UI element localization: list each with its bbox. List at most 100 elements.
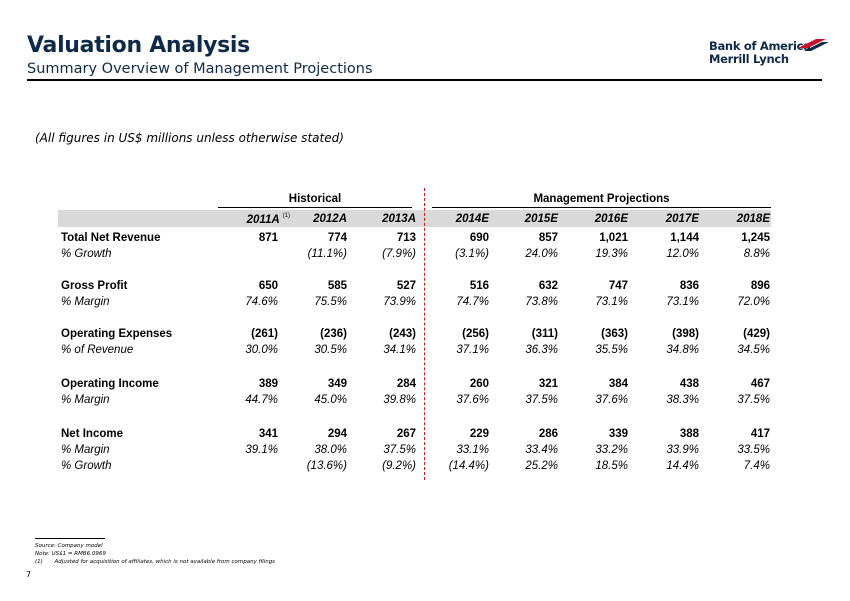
table-cell: 73.1% [595,296,628,308]
table-cell: (7.9%) [382,248,416,260]
table-cell: 35.5% [595,344,628,356]
table-cell: 774 [327,232,347,244]
table-cell: 417 [750,428,770,440]
year-header: 2018E [700,213,770,225]
row-label: Total Net Revenue [61,232,161,244]
table-cell: (363) [601,328,628,340]
table-cell: 74.6% [245,296,278,308]
table-cell: 229 [469,428,489,440]
year-header-band [58,210,771,227]
page-title: Valuation Analysis [27,33,250,58]
title-rule [27,79,822,81]
row-label: Operating Expenses [61,328,173,340]
table-cell: 12.0% [666,248,699,260]
table-cell: 836 [679,280,699,292]
table-cell: 19.3% [595,248,628,260]
table-cell: 284 [396,378,416,390]
table-cell: 73.9% [383,296,416,308]
table-cell: 1,021 [599,232,628,244]
group-historical-rule [218,207,412,208]
table-cell: 38.0% [314,444,347,456]
table-cell: 527 [396,280,416,292]
units-note: (All figures in US$ millions unless othe… [35,131,344,145]
row-label: Net Income [61,428,123,440]
table-cell: 1,144 [670,232,699,244]
table-cell: 36.3% [525,344,558,356]
table-cell: 389 [258,378,278,390]
table-cell: 690 [469,232,489,244]
table-cell: 37.1% [456,344,489,356]
year-label: 2014E [455,213,489,225]
table-cell: (3.1%) [455,248,489,260]
logo-line-2: Merrill Lynch [709,52,789,66]
table-cell: 1,245 [741,232,770,244]
source-rule [35,538,105,539]
year-label: 2017E [665,213,699,225]
footnote-marker: (1) [35,559,43,565]
group-historical: Historical [288,193,342,205]
table-cell: (398) [672,328,699,340]
year-header: 2015E [488,213,558,225]
table-cell: 73.8% [525,296,558,308]
historical-projection-divider [424,188,425,480]
table-cell: 30.5% [314,344,347,356]
logo-line-1: Bank of America [709,39,811,53]
table-cell: (429) [743,328,770,340]
table-cell: 34.5% [737,344,770,356]
table-cell: 585 [327,280,347,292]
table-cell: 321 [538,378,558,390]
year-label: 2012A [313,213,347,225]
page-number: 7 [26,570,32,579]
flagscape-icon [798,39,829,51]
table-cell: 650 [258,280,278,292]
row-label: % of Revenue [61,344,134,356]
table-cell: 33.2% [595,444,628,456]
table-cell: (9.2%) [382,460,416,472]
table-cell: 44.7% [245,394,278,406]
row-label: % Margin [61,296,110,308]
row-label: % Growth [61,460,112,472]
table-cell: 341 [258,428,278,440]
year-label: 2013A [382,213,416,225]
table-cell: 294 [327,428,347,440]
table-cell: 388 [679,428,699,440]
row-label: Gross Profit [61,280,128,292]
table-cell: 713 [396,232,416,244]
table-cell: (236) [320,328,347,340]
table-cell: 33.1% [456,444,489,456]
table-cell: 14.4% [666,460,699,472]
table-cell: (256) [462,328,489,340]
table-cell: 260 [469,378,489,390]
table-cell: 37.5% [525,394,558,406]
table-cell: 871 [258,232,278,244]
row-label: Operating Income [61,378,159,390]
table-cell: 37.6% [456,394,489,406]
footnote-ref: (1) [282,213,290,219]
table-cell: 25.2% [525,460,558,472]
year-header: 2017E [629,213,699,225]
table-cell: 39.8% [383,394,416,406]
table-cell: 74.7% [456,296,489,308]
table-cell: 286 [538,428,558,440]
year-header: 2014E [419,213,489,225]
table-cell: (13.6%) [306,460,347,472]
group-projections: Management Projections [533,193,670,205]
row-label: % Margin [61,394,110,406]
table-cell: 516 [469,280,489,292]
table-cell: 384 [608,378,628,390]
table-cell: (261) [251,328,278,340]
footnote-text: Adjusted for acquisition of affiliates, … [54,559,276,565]
table-cell: 37.5% [737,394,770,406]
year-label: 2011A [246,214,280,226]
table-cell: 467 [750,378,770,390]
footer-note: Note: US$1 = RMB6.0969 [35,551,106,557]
table-cell: 267 [396,428,416,440]
table-cell: 38.3% [666,394,699,406]
table-cell: 73.1% [666,296,699,308]
table-cell: 349 [327,378,347,390]
table-cell: 857 [538,232,558,244]
table-cell: 339 [608,428,628,440]
year-label: 2018E [736,213,770,225]
table-cell: 37.5% [383,444,416,456]
table-cell: 24.0% [525,248,558,260]
